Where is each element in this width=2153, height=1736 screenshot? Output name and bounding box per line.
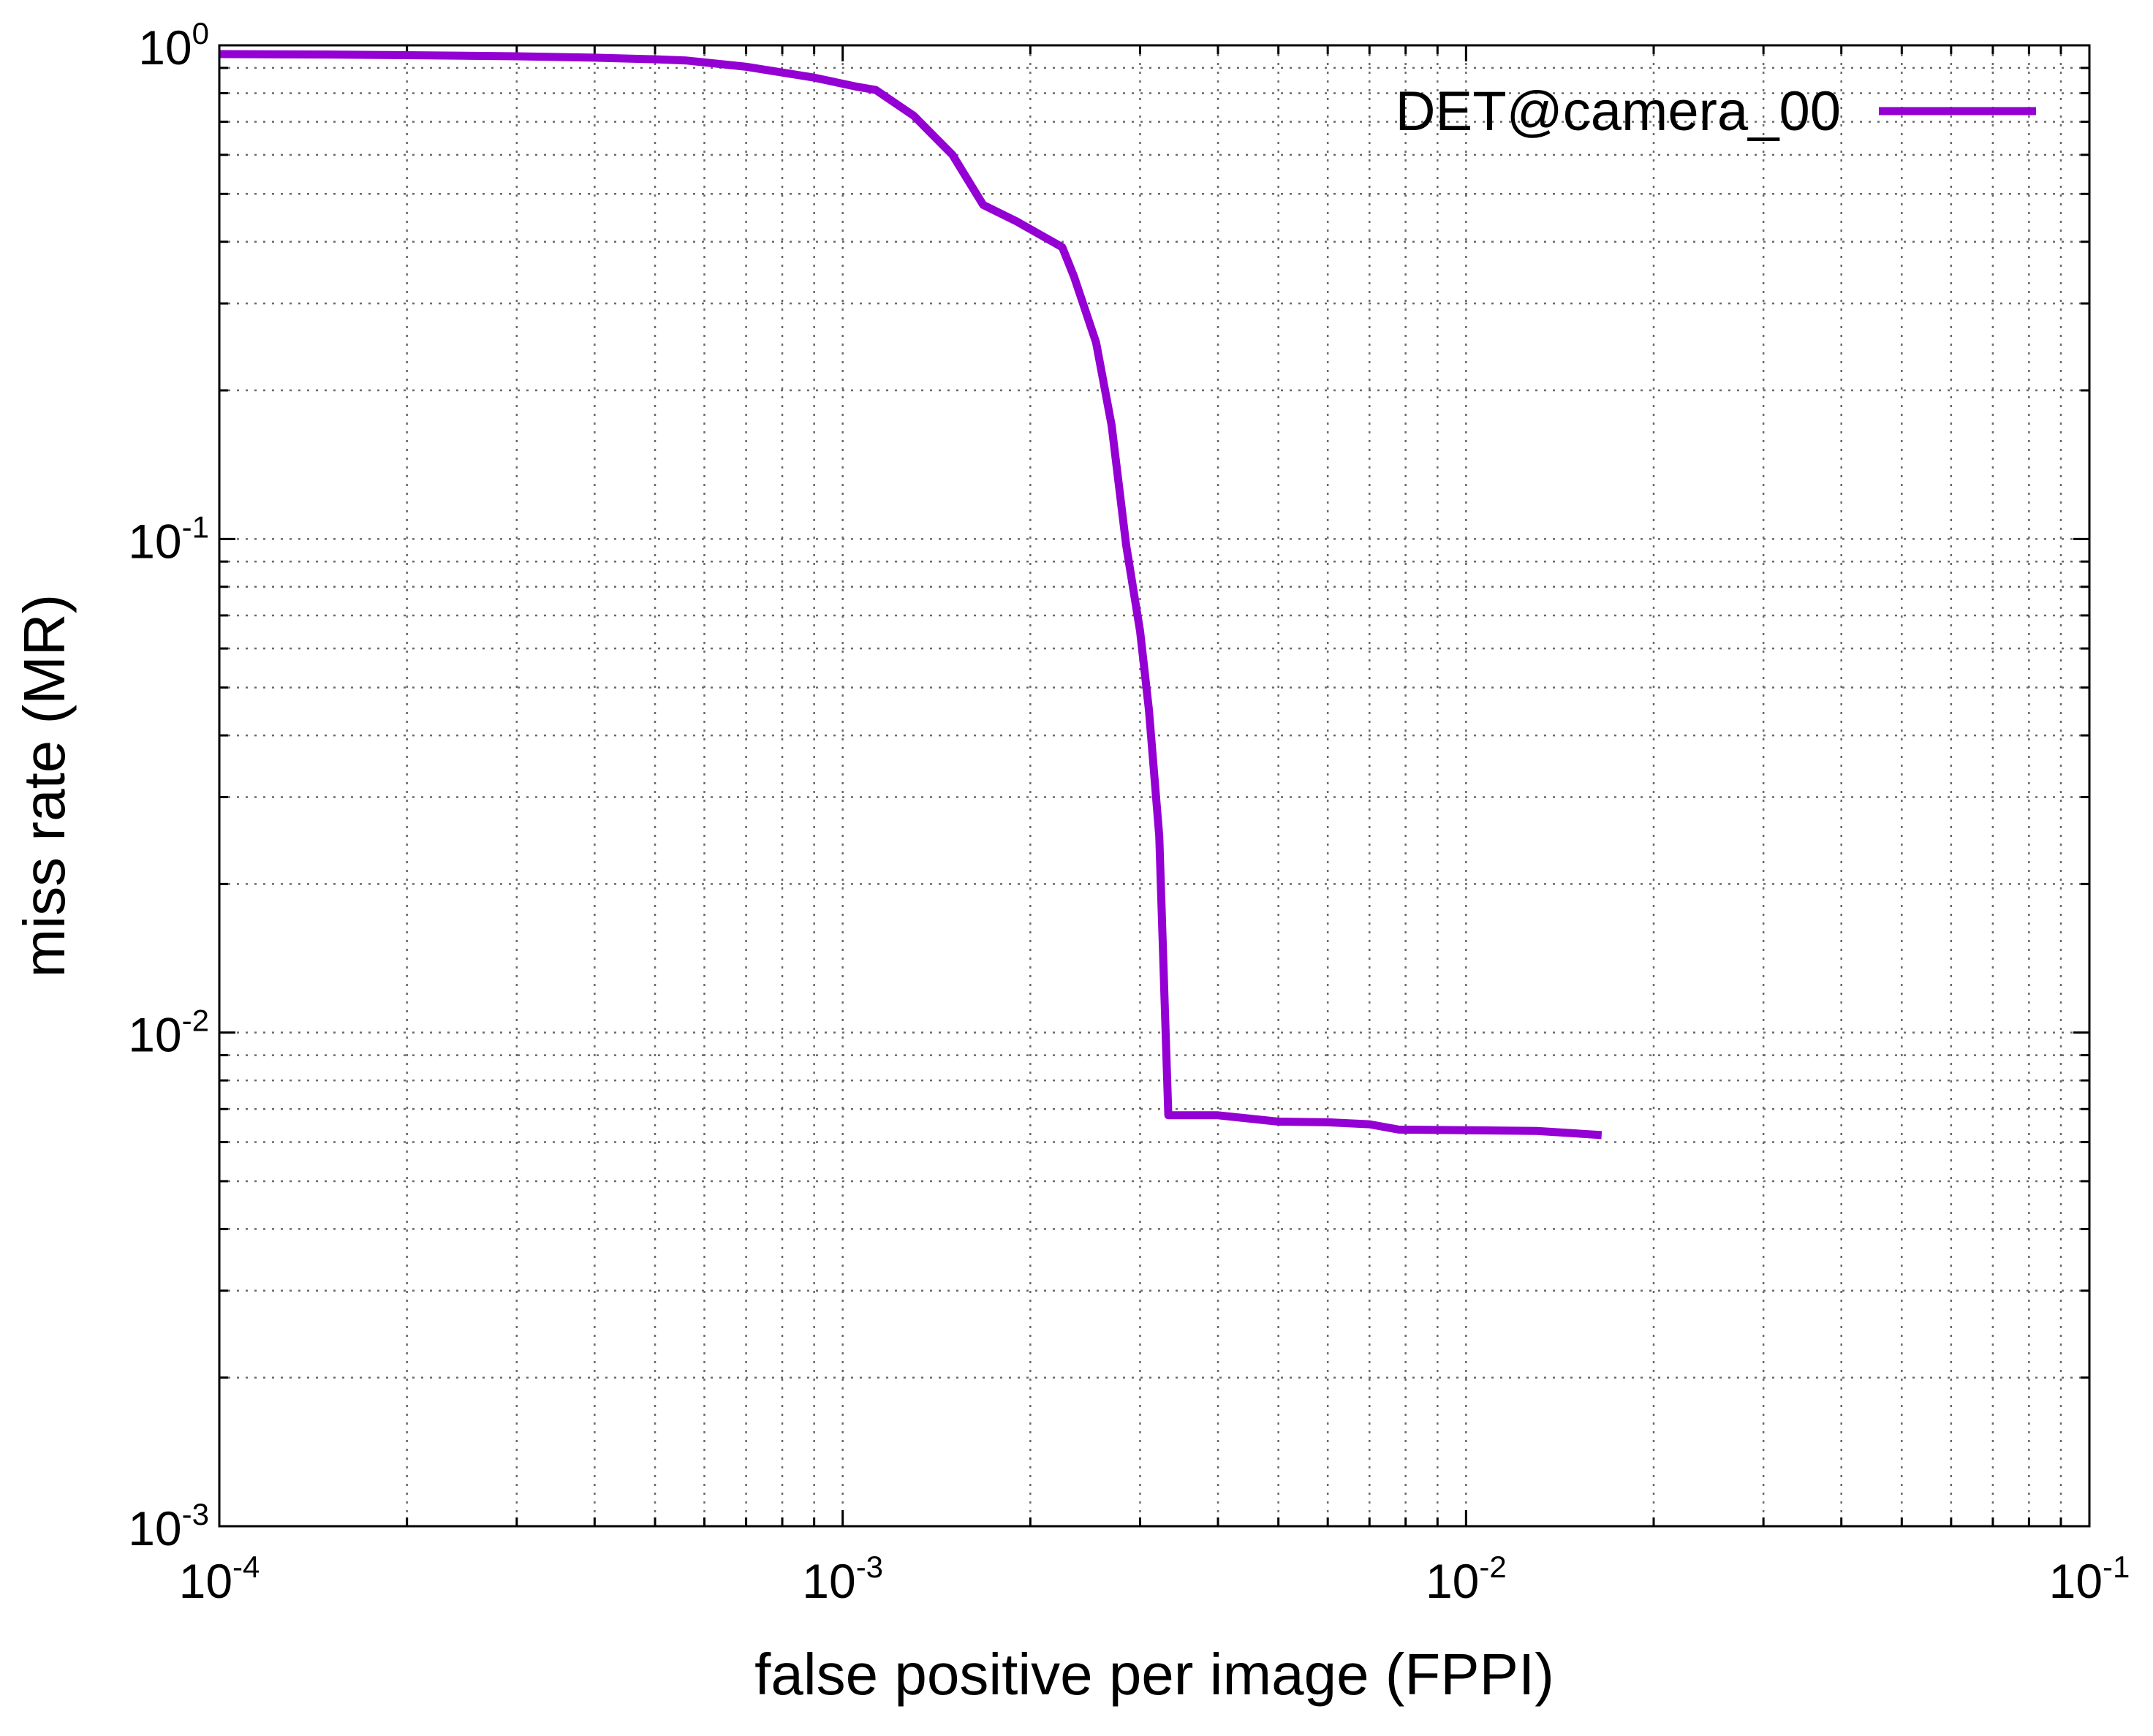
legend: DET@camera_00 (1396, 80, 2036, 143)
plot-frame (218, 44, 2091, 1528)
x-axis-label: false positive per image (FPPI) (754, 1642, 1554, 1707)
legend-label: DET@camera_00 (1396, 80, 1841, 143)
series-layer (219, 50, 1603, 1140)
x-tick-label: 10-3 (802, 1550, 883, 1608)
y-tick-label: 10-2 (128, 1004, 209, 1062)
x-tick-label: 10-1 (2049, 1550, 2130, 1608)
x-tick-label: 10-2 (1426, 1550, 1507, 1608)
y-axis-label: miss rate (MR) (12, 594, 77, 977)
y-tick-label: 10-3 (128, 1497, 209, 1555)
series-line (219, 50, 1603, 1140)
grid (219, 45, 2089, 1526)
x-tick-label: 10-4 (179, 1550, 260, 1608)
y-tick-label: 100 (138, 16, 209, 75)
y-tick-label: 10-1 (128, 509, 209, 568)
